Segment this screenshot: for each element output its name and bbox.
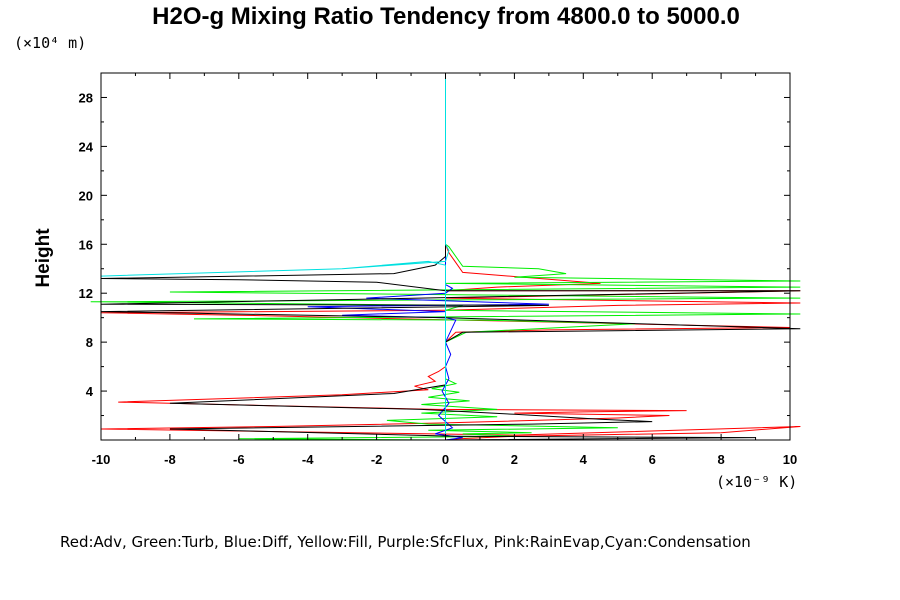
chart-title: H2O-g Mixing Ratio Tendency from 4800.0 …	[152, 3, 740, 30]
x-tick-label: 6	[649, 452, 656, 467]
series-line-3	[100, 73, 801, 441]
x-tick-label: 8	[717, 452, 724, 467]
x-tick-label: 10	[783, 452, 797, 467]
x-tick-label: -2	[371, 452, 383, 467]
series-line-4	[100, 73, 450, 440]
legend-text: Red:Adv, Green:Turb, Blue:Diff, Yellow:F…	[60, 533, 751, 551]
x-unit-label: (×10⁻⁹ K)	[716, 473, 797, 491]
x-tick-label: -8	[164, 452, 176, 467]
y-tick-label: 28	[79, 90, 93, 105]
y-tick-label: 16	[79, 237, 93, 252]
y-tick-label: 24	[79, 139, 94, 154]
y-tick-label: 8	[86, 335, 93, 350]
x-tick-label: -6	[233, 452, 245, 467]
y-tick-label: 12	[79, 286, 93, 301]
x-tick-label: -10	[92, 452, 111, 467]
x-tick-label: 0	[442, 452, 449, 467]
x-tick-label: 4	[580, 452, 588, 467]
series-line-2	[307, 73, 549, 441]
x-tick-label: 2	[511, 452, 518, 467]
x-tick-label: -4	[302, 452, 314, 467]
y-tick-label: 20	[79, 188, 93, 203]
series-layer	[90, 73, 801, 441]
y-unit-label: (×10⁴ m)	[14, 34, 86, 52]
y-tick-label: 4	[86, 384, 94, 399]
y-axis-label: Height	[33, 228, 54, 288]
